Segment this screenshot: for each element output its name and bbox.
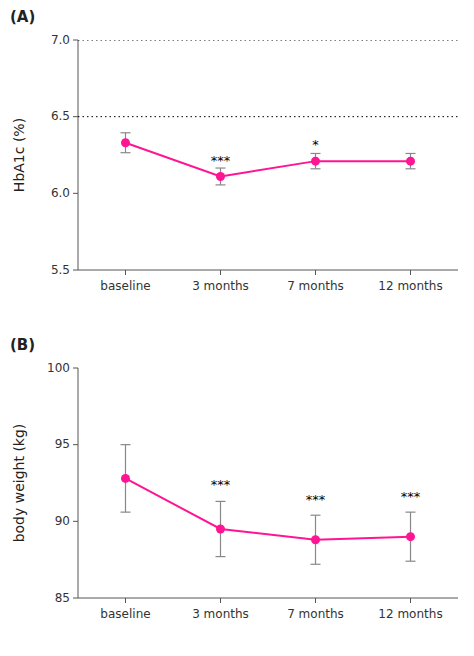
error-bar-cap (311, 153, 321, 154)
point (406, 532, 415, 541)
point (121, 138, 130, 147)
plot-area (121, 445, 416, 565)
y-tick (73, 116, 78, 117)
point (406, 157, 415, 166)
x-tick-label: 3 months (192, 607, 249, 621)
error-bar-cap (311, 515, 321, 516)
point (121, 474, 130, 483)
error-bar (406, 153, 416, 168)
y-axis-label: HbA1c (%) (11, 118, 27, 192)
x-tick-label: 7 months (287, 279, 344, 293)
annotation: *** (306, 492, 326, 507)
point (216, 525, 225, 534)
error-bar-cap (406, 168, 416, 169)
x-tick (315, 598, 316, 603)
chart-root: (A) 5.5 6.0 6.5 7.0 baseline 3 months 7 months 1… (0, 0, 474, 656)
x-tick (315, 270, 316, 275)
error-bar-cap (121, 444, 131, 445)
x-tick-label: 7 months (287, 607, 344, 621)
error-bar (121, 133, 131, 153)
x-tick-label: 12 months (378, 607, 442, 621)
y-tick (73, 40, 78, 41)
series-line (126, 143, 411, 177)
x-tick (410, 598, 411, 603)
y-tick-label: 90 (55, 514, 70, 528)
y-axis-label: body weight (kg) (11, 424, 27, 543)
error-bar (311, 515, 321, 564)
x-tick-label: 3 months (192, 279, 249, 293)
x-tick (410, 270, 411, 275)
x-tick (125, 598, 126, 603)
error-bar-cap (121, 152, 131, 153)
point (311, 535, 320, 544)
annotation: * (312, 137, 319, 152)
x-tick (125, 270, 126, 275)
annotation: *** (211, 477, 231, 492)
y-tick-label: 95 (55, 437, 70, 451)
error-bar-cap (311, 564, 321, 565)
point (216, 172, 225, 181)
x-axis (78, 598, 458, 599)
y-tick-label: 5.5 (51, 263, 70, 277)
error-bar-cap (216, 167, 226, 168)
y-tick (73, 521, 78, 522)
x-tick-label: baseline (100, 279, 150, 293)
error-bar-cap (406, 153, 416, 154)
y-tick (73, 270, 78, 271)
panel: (B) 85 90 95 100 baseline 3 months 7 months 12 m… (10, 336, 458, 621)
annotation: *** (401, 489, 421, 504)
error-bar-cap (216, 501, 226, 502)
series-line (126, 478, 411, 539)
error-bar-cap (216, 556, 226, 557)
annotation: *** (211, 153, 231, 168)
y-tick (73, 444, 78, 445)
error-bar-cap (406, 561, 416, 562)
y-tick (73, 368, 78, 369)
x-tick-label: 12 months (378, 279, 442, 293)
error-bar (216, 501, 226, 556)
error-bar-cap (406, 512, 416, 513)
reference-line (78, 40, 458, 41)
error-bar (311, 153, 321, 168)
x-axis (78, 270, 458, 271)
y-tick-label: 6.5 (51, 109, 70, 123)
error-bar-cap (121, 512, 131, 513)
error-bar-cap (121, 132, 131, 133)
x-tick (220, 598, 221, 603)
x-tick-label: baseline (100, 607, 150, 621)
plot-area (78, 40, 458, 185)
panel-label: (B) (10, 336, 35, 354)
panel: (A) 5.5 6.0 6.5 7.0 baseline 3 months 7 months 1… (10, 8, 458, 293)
reference-line (78, 116, 458, 117)
error-bar (216, 168, 226, 185)
y-tick (73, 193, 78, 194)
point (311, 157, 320, 166)
error-bar (406, 512, 416, 561)
y-tick-label: 6.0 (51, 186, 70, 200)
y-tick-label: 85 (55, 591, 70, 605)
panel-label: (A) (10, 8, 35, 26)
y-tick-label: 100 (47, 361, 70, 375)
x-tick (220, 270, 221, 275)
y-tick-label: 7.0 (51, 33, 70, 47)
error-bar (121, 445, 131, 512)
y-axis (78, 368, 79, 598)
y-axis (78, 40, 79, 270)
error-bar-cap (311, 168, 321, 169)
y-tick (73, 598, 78, 599)
error-bar-cap (216, 184, 226, 185)
